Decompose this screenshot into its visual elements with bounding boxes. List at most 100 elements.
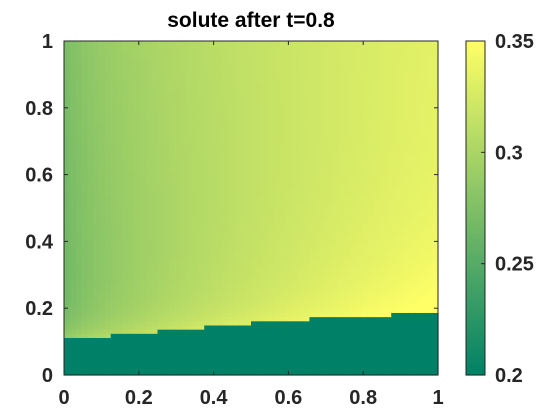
- heatmap-cell: [391, 316, 398, 322]
- heatmap-cell: [145, 354, 153, 359]
- heatmap-cell: [291, 308, 299, 313]
- heatmap-cell: [180, 82, 188, 88]
- heatmap-cell: [186, 157, 194, 163]
- heatmap-cell: [221, 329, 229, 334]
- heatmap-cell: [385, 337, 392, 343]
- heatmap-cell: [198, 329, 205, 334]
- heatmap-cell: [408, 253, 416, 259]
- heatmap-cell: [256, 253, 264, 259]
- heatmap-cell: [373, 111, 381, 117]
- heatmap-cell: [274, 274, 281, 280]
- heatmap-cell: [291, 162, 299, 167]
- heatmap-cell: [64, 49, 71, 55]
- heatmap-cell: [262, 262, 270, 268]
- heatmap-cell: [286, 262, 293, 268]
- heatmap-cell: [104, 262, 112, 268]
- heatmap-cell: [315, 103, 322, 109]
- heatmap-cell: [81, 195, 88, 201]
- heatmap-cell: [87, 124, 94, 130]
- heatmap-cell: [99, 253, 106, 259]
- heatmap-cell: [397, 145, 404, 151]
- heatmap-cell: [309, 199, 316, 205]
- heatmap-cell: [256, 86, 264, 92]
- heatmap-cell: [169, 228, 176, 234]
- heatmap-cell: [210, 107, 217, 113]
- heatmap-cell: [420, 274, 427, 280]
- heatmap-cell: [303, 162, 311, 167]
- heatmap-cell: [75, 70, 83, 75]
- heatmap-cell: [379, 166, 386, 172]
- heatmap-cell: [367, 304, 375, 309]
- heatmap-cell: [64, 370, 71, 376]
- heatmap-cell: [274, 329, 281, 334]
- heatmap-cell: [139, 103, 147, 109]
- heatmap-cell: [180, 120, 188, 126]
- heatmap-cell: [221, 366, 229, 372]
- heatmap-cell: [397, 61, 404, 67]
- heatmap-cell: [93, 153, 100, 159]
- heatmap-cell: [233, 149, 240, 155]
- heatmap-cell: [163, 366, 170, 372]
- heatmap-cell: [204, 278, 211, 284]
- heatmap-cell: [239, 278, 246, 284]
- heatmap-cell: [128, 170, 135, 176]
- heatmap-cell: [326, 153, 334, 159]
- heatmap-cell: [221, 212, 229, 217]
- heatmap-cell: [291, 111, 299, 117]
- heatmap-cell: [180, 345, 188, 351]
- heatmap-cell: [321, 137, 328, 142]
- heatmap-cell: [408, 308, 416, 313]
- heatmap-cell: [145, 224, 153, 230]
- heatmap-cell: [356, 182, 363, 188]
- heatmap-cell: [157, 287, 164, 293]
- heatmap-cell: [256, 82, 264, 88]
- heatmap-cell: [309, 324, 316, 330]
- heatmap-cell: [75, 324, 83, 330]
- heatmap-cell: [256, 237, 264, 242]
- heatmap-cell: [385, 237, 392, 242]
- heatmap-cell: [221, 103, 229, 109]
- heatmap-cell: [356, 199, 363, 205]
- heatmap-cell: [420, 299, 427, 305]
- heatmap-cell: [128, 41, 135, 46]
- heatmap-cell: [332, 245, 340, 251]
- heatmap-cell: [344, 41, 351, 46]
- heatmap-cell: [420, 233, 427, 238]
- heatmap-cell: [175, 141, 182, 146]
- heatmap-cell: [245, 203, 252, 209]
- heatmap-cell: [251, 145, 258, 151]
- heatmap-cell: [64, 345, 71, 351]
- heatmap-cell: [350, 149, 357, 155]
- heatmap-cell: [104, 278, 112, 284]
- heatmap-cell: [128, 208, 135, 213]
- heatmap-cell: [186, 203, 194, 209]
- heatmap-cell: [157, 86, 164, 92]
- heatmap-cell: [245, 86, 252, 92]
- heatmap-cell: [145, 316, 153, 322]
- heatmap-cell: [69, 78, 77, 84]
- heatmap-cell: [309, 191, 316, 197]
- heatmap-cell: [192, 212, 199, 217]
- heatmap-cell: [350, 316, 357, 322]
- heatmap-cell: [233, 349, 240, 355]
- heatmap-cell: [227, 316, 235, 322]
- heatmap-cell: [373, 324, 381, 330]
- heatmap-cell: [210, 358, 217, 364]
- heatmap-cell: [99, 316, 106, 322]
- heatmap-cell: [373, 74, 381, 80]
- heatmap-cell: [303, 53, 311, 59]
- heatmap-cell: [110, 266, 118, 272]
- heatmap-cell: [198, 49, 205, 55]
- heatmap-cell: [204, 61, 211, 67]
- heatmap-cell: [116, 270, 124, 276]
- heatmap-cell: [93, 199, 100, 205]
- heatmap-cell: [291, 103, 299, 109]
- heatmap-cell: [139, 162, 147, 167]
- heatmap-cell: [75, 291, 83, 297]
- heatmap-cell: [69, 70, 77, 75]
- heatmap-cell: [69, 316, 77, 322]
- heatmap-cell: [385, 341, 392, 347]
- heatmap-cell: [221, 132, 229, 138]
- heatmap-cell: [221, 91, 229, 96]
- heatmap-cell: [385, 178, 392, 184]
